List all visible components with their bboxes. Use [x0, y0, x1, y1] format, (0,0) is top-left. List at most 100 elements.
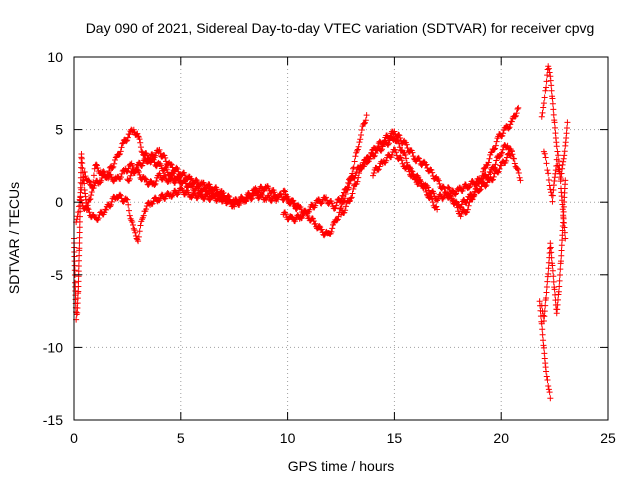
data-point: [299, 212, 306, 219]
data-point: [306, 206, 313, 213]
data-point: [492, 145, 499, 152]
data-point: [370, 153, 377, 160]
data-point: [549, 100, 556, 107]
data-point: [562, 235, 569, 242]
data-point: [132, 229, 139, 236]
data-point: [423, 161, 430, 168]
data-point: [561, 152, 568, 159]
data-point: [117, 192, 124, 199]
data-point: [235, 200, 242, 207]
data-point: [423, 188, 430, 195]
data-point: [226, 193, 233, 200]
data-point: [439, 195, 446, 202]
data-point: [352, 153, 359, 160]
data-point: [388, 152, 395, 159]
data-point: [541, 150, 548, 157]
data-point: [399, 160, 406, 167]
data-point: [136, 136, 143, 143]
data-point: [549, 267, 556, 274]
data-point: [181, 172, 188, 179]
data-point: [453, 201, 460, 208]
data-point: [560, 208, 567, 215]
data-point: [548, 87, 555, 94]
data-point: [119, 140, 126, 147]
data-point: [543, 160, 550, 167]
data-point: [560, 214, 567, 221]
data-point: [123, 138, 130, 145]
data-point: [78, 159, 85, 166]
data-point: [396, 132, 403, 139]
data-point: [543, 289, 550, 296]
data-point: [539, 109, 546, 116]
data-point: [476, 187, 483, 194]
data-point: [135, 238, 142, 245]
data-point: [515, 169, 522, 176]
data-point: [134, 236, 141, 243]
data-point: [337, 205, 344, 212]
data-point: [128, 160, 135, 167]
data-point: [556, 277, 563, 284]
data-point: [498, 133, 505, 140]
data-point: [75, 288, 82, 295]
data-point: [345, 184, 352, 191]
data-point: [136, 228, 143, 235]
data-point: [354, 147, 361, 154]
data-point: [350, 185, 357, 192]
data-point: [131, 227, 138, 234]
data-point: [545, 270, 552, 277]
data-point: [504, 142, 511, 149]
data-point: [282, 188, 289, 195]
data-point: [539, 331, 546, 338]
data-point: [448, 193, 455, 200]
data-point: [73, 216, 80, 223]
data-point: [156, 146, 163, 153]
data-point: [559, 165, 566, 172]
data-point: [505, 125, 512, 132]
data-point: [94, 164, 101, 171]
data-point: [515, 166, 522, 173]
data-point: [168, 161, 175, 168]
data-point: [477, 186, 484, 193]
data-point: [540, 100, 547, 107]
data-point: [465, 202, 472, 209]
data-point: [340, 193, 347, 200]
data-point: [562, 177, 569, 184]
data-point: [545, 170, 552, 177]
data-point: [194, 195, 201, 202]
data-point: [133, 164, 140, 171]
data-point: [130, 126, 137, 133]
data-point: [398, 157, 405, 164]
data-point: [427, 166, 434, 173]
y-tick-label: 10: [47, 49, 63, 65]
data-point: [543, 373, 550, 380]
data-point: [137, 139, 144, 146]
data-point: [347, 195, 354, 202]
data-point: [545, 383, 552, 390]
data-point: [547, 395, 554, 402]
data-point: [118, 170, 125, 177]
data-point: [543, 295, 550, 302]
data-point: [493, 157, 500, 164]
data-point: [329, 225, 336, 232]
data-point: [458, 210, 465, 217]
data-point: [361, 161, 368, 168]
data-point: [482, 183, 489, 190]
data-point: [494, 169, 501, 176]
data-point: [356, 139, 363, 146]
data-point: [410, 153, 417, 160]
x-tick-label: 20: [493, 430, 509, 446]
data-point: [117, 174, 124, 181]
data-point: [76, 245, 83, 252]
data-point: [146, 156, 153, 163]
data-point: [548, 249, 555, 256]
data-point: [387, 133, 394, 140]
x-tick-label: 25: [600, 430, 616, 446]
data-point: [556, 283, 563, 290]
y-tick-label: -5: [51, 267, 64, 283]
data-point: [312, 202, 319, 209]
data-point: [288, 197, 295, 204]
data-point: [539, 326, 546, 333]
data-point: [555, 296, 562, 303]
data-point: [511, 155, 518, 162]
data-point: [540, 344, 547, 351]
